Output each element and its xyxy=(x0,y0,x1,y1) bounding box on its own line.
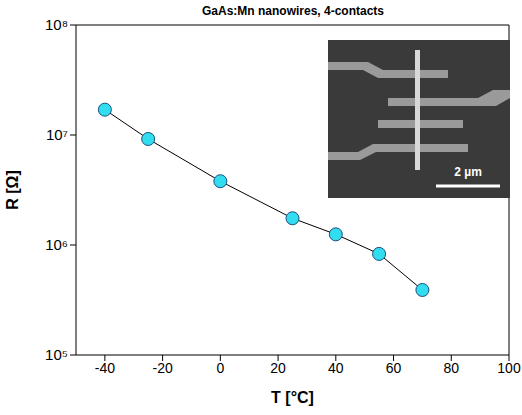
svg-text:-40: -40 xyxy=(95,360,115,376)
svg-text:10⁷: 10⁷ xyxy=(46,126,68,143)
svg-text:T [°C]: T [°C] xyxy=(271,389,314,406)
svg-text:10⁸: 10⁸ xyxy=(45,16,68,33)
svg-text:R [Ω]: R [Ω] xyxy=(4,170,21,209)
svg-text:40: 40 xyxy=(328,360,344,376)
svg-text:2 µm: 2 µm xyxy=(454,165,482,179)
svg-text:10⁵: 10⁵ xyxy=(45,346,68,363)
svg-text:10⁶: 10⁶ xyxy=(45,236,68,253)
svg-text:-20: -20 xyxy=(152,360,172,376)
svg-text:100: 100 xyxy=(497,360,521,376)
svg-text:20: 20 xyxy=(270,360,286,376)
svg-text:80: 80 xyxy=(443,360,459,376)
svg-text:0: 0 xyxy=(216,360,224,376)
html-text:GaAs:Mn nanowires, 4-contacts: GaAs:Mn nanowires, 4-contacts xyxy=(202,4,384,18)
svg-text:60: 60 xyxy=(386,360,402,376)
